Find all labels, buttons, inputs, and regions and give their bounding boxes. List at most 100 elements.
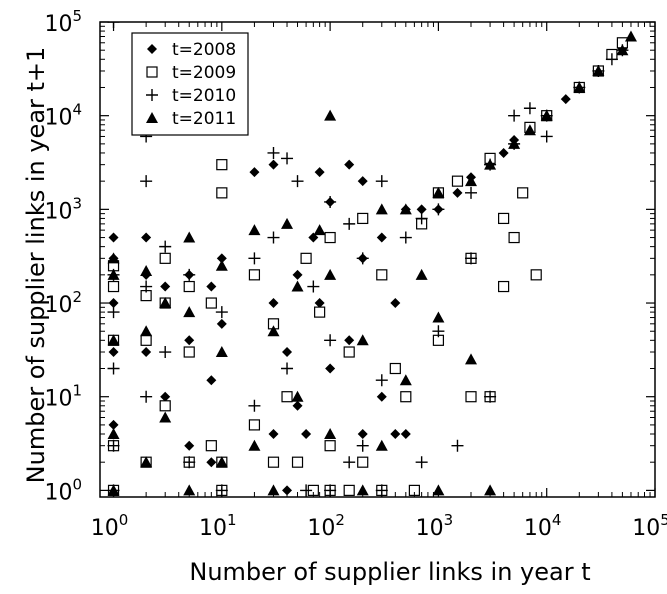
legend-marker-plus — [146, 89, 158, 101]
data-point-plus — [465, 252, 478, 265]
data-point-triangle — [616, 44, 629, 56]
x-tick-label: 100 — [91, 511, 129, 541]
data-point-square-open — [465, 391, 477, 403]
data-point-plus — [267, 231, 280, 244]
data-point-diamond — [376, 232, 387, 243]
data-point-triangle — [215, 346, 228, 358]
data-point-triangle — [324, 268, 337, 280]
data-point-triangle — [324, 427, 337, 439]
data-point-diamond — [108, 419, 119, 430]
data-point-plus — [399, 231, 412, 244]
data-point-triangle — [356, 334, 369, 346]
data-point-diamond — [141, 347, 152, 358]
data-point-plus — [451, 439, 464, 452]
data-point-diamond — [292, 269, 303, 280]
x-axis-label: Number of supplier links in year t — [189, 558, 590, 586]
data-point-diamond — [268, 159, 279, 170]
y-tick-label: 101 — [44, 382, 82, 412]
data-point-triangle — [107, 268, 120, 280]
data-point-square-open — [314, 306, 326, 318]
plot-frame — [99, 21, 656, 498]
data-point-square-open — [281, 391, 293, 403]
data-point-square-open — [498, 280, 510, 293]
data-point-square-open — [498, 212, 510, 225]
data-point-plus — [248, 399, 261, 412]
y-tick-label: 105 — [44, 7, 82, 37]
data-point-triangle — [313, 224, 326, 236]
data-point-square-open — [159, 400, 171, 412]
data-point-square-open — [216, 159, 228, 171]
data-point-diamond — [160, 281, 171, 292]
data-point-diamond — [325, 363, 336, 374]
data-point-plus — [343, 456, 356, 469]
data-point-square-open — [389, 362, 401, 375]
data-point-triangle — [267, 325, 280, 337]
data-point-triangle — [183, 231, 196, 243]
data-point-diamond — [282, 485, 293, 496]
x-tick-label: 105 — [632, 511, 667, 541]
data-point-triangle — [484, 484, 497, 496]
data-point-diamond — [268, 298, 279, 309]
data-point-triangle — [540, 109, 553, 121]
data-point-square-open — [291, 456, 304, 468]
data-point-triangle — [140, 264, 153, 276]
data-point-plus — [281, 152, 294, 165]
legend-marker-triangle — [146, 112, 158, 123]
data-point-diamond — [206, 375, 217, 386]
data-point-square-open — [205, 297, 217, 309]
data-point-triangle — [508, 137, 521, 149]
data-point-plus — [508, 109, 521, 122]
data-point-square-open — [343, 346, 355, 358]
data-point-triangle — [291, 390, 304, 402]
y-axis-label: Number of supplier links in year t+1 — [22, 47, 50, 484]
data-point-square-open — [451, 175, 464, 187]
data-point-plus — [465, 186, 478, 199]
data-point-diamond — [498, 147, 509, 158]
data-point-triangle — [399, 374, 412, 386]
legend-entry-label: t=2011 — [172, 109, 236, 129]
data-point-plus — [484, 390, 497, 403]
data-point-diamond — [108, 298, 119, 309]
legend-entry-label: t=2010 — [172, 86, 236, 106]
data-point-triangle — [267, 484, 280, 496]
data-point-square-open — [248, 419, 261, 431]
data-point-plus — [107, 306, 120, 319]
data-point-plus — [432, 325, 445, 338]
data-point-triangle — [573, 81, 586, 93]
data-point-diamond — [400, 428, 411, 439]
data-point-diamond — [268, 428, 279, 439]
data-point-diamond — [206, 281, 217, 292]
data-point-triangle — [107, 427, 120, 439]
data-point-triangle — [375, 439, 388, 451]
data-point-square-open — [517, 187, 529, 199]
data-point-plus — [415, 456, 428, 469]
y-tick-label: 103 — [44, 194, 82, 224]
data-point-diamond — [108, 232, 119, 243]
data-point-square-open — [183, 280, 195, 293]
data-point-square-open — [400, 391, 412, 403]
data-point-diamond — [206, 457, 217, 468]
data-point-square-open — [530, 269, 542, 281]
data-point-plus — [183, 268, 196, 281]
data-point-triangle — [281, 217, 294, 229]
data-point-plus — [291, 175, 304, 188]
data-point-plus — [215, 306, 228, 319]
data-point-diamond — [282, 347, 293, 358]
data-point-plus — [281, 362, 294, 375]
data-point-diamond — [184, 440, 195, 451]
data-point-square-open — [107, 280, 120, 293]
data-point-triangle — [183, 306, 196, 318]
data-points — [107, 22, 637, 497]
data-point-square-open — [324, 440, 336, 452]
data-point-plus — [159, 346, 172, 359]
data-point-diamond — [184, 335, 195, 346]
data-point-plus — [324, 334, 337, 347]
data-point-diamond — [314, 167, 325, 178]
data-point-plus — [248, 252, 261, 265]
data-point-triangle — [375, 203, 388, 215]
data-point-triangle — [324, 109, 337, 121]
data-point-square-open — [248, 269, 261, 281]
x-tick-label: 103 — [416, 511, 454, 541]
